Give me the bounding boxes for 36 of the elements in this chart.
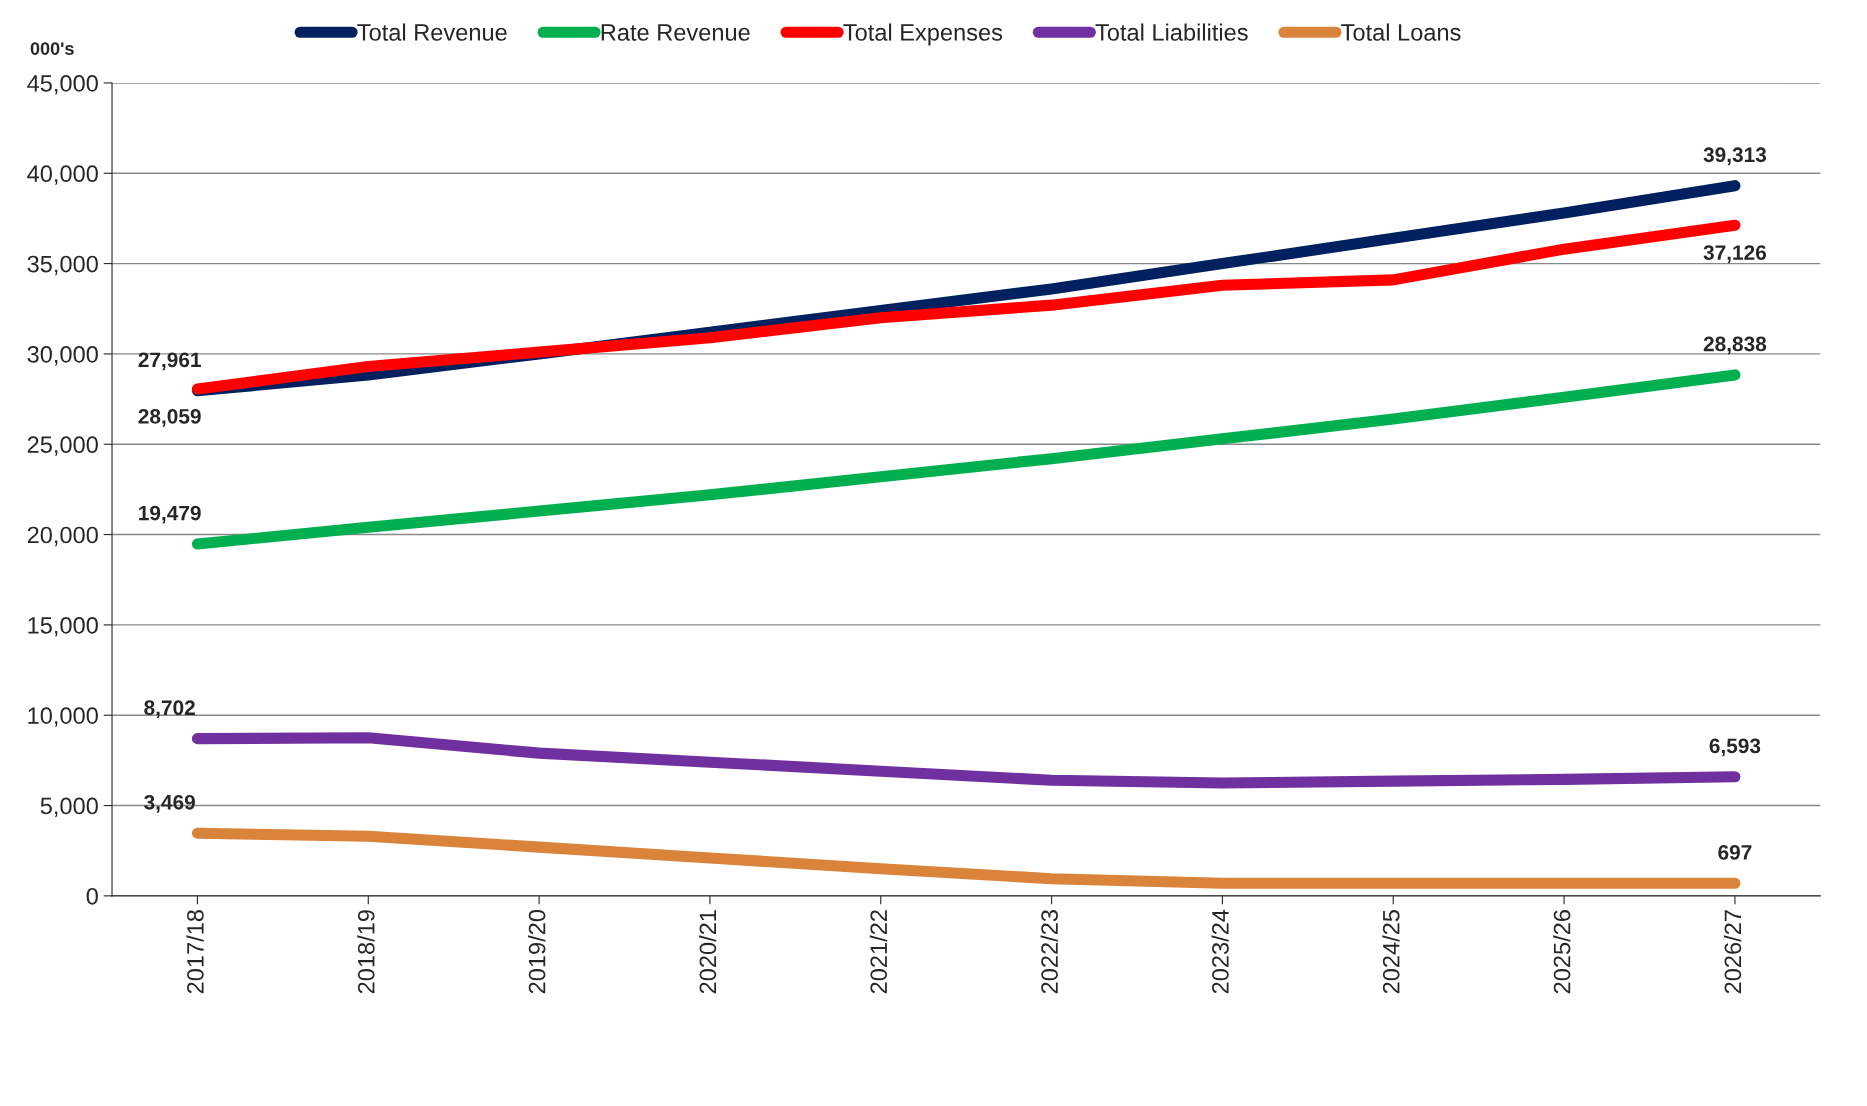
legend-label: Total Loans [1341, 23, 1461, 41]
x-tick-label: 2019/20 [528, 909, 546, 994]
y-tick-label: 40,000 [27, 165, 98, 185]
x-tick-label: 2022/23 [1040, 910, 1058, 994]
data-label: 37,126 [1703, 245, 1767, 263]
data-label: 19,479 [139, 505, 201, 524]
data-label: 697 [1718, 844, 1752, 860]
y-tick-label: 5,000 [40, 797, 98, 818]
data-label: 8,702 [144, 700, 195, 719]
data-label: 6,593 [1709, 738, 1761, 757]
data-label: 27,961 [138, 352, 201, 371]
legend-label: Rate Revenue [601, 24, 750, 41]
y-tick-label: 20,000 [27, 526, 98, 547]
y-axis-title: 000's [30, 42, 74, 55]
legend-label: Total Liabilities [1095, 23, 1248, 41]
y-tick-label: 0 [86, 887, 98, 905]
data-label: 28,838 [1703, 336, 1767, 355]
y-tick-label: 10,000 [28, 707, 98, 727]
x-tick-label: 2024/25 [1382, 910, 1400, 994]
y-tick-label: 25,000 [27, 436, 98, 456]
legend-label: Total Expenses [843, 23, 1003, 46]
y-tick-label: 15,000 [28, 616, 98, 637]
legend-label: Total Revenue [357, 23, 507, 41]
data-label: 39,313 [1703, 147, 1767, 166]
y-tick-label: 35,000 [27, 255, 98, 276]
data-label: 28,059 [138, 408, 201, 427]
x-tick-label: 2023/24 [1211, 909, 1229, 994]
y-tick-label: 30,000 [27, 345, 98, 366]
x-tick-label: 2021/22 [869, 910, 888, 994]
data-label: 3,469 [144, 794, 195, 813]
y-tick-label: 45,000 [27, 75, 98, 95]
x-tick-label: 2018/19 [357, 910, 375, 994]
x-tick-label: 2025/26 [1553, 910, 1571, 994]
x-tick-label: 2017/18 [186, 910, 204, 994]
x-tick-label: 2026/27 [1723, 910, 1742, 994]
x-tick-label: 2020/21 [698, 910, 717, 994]
